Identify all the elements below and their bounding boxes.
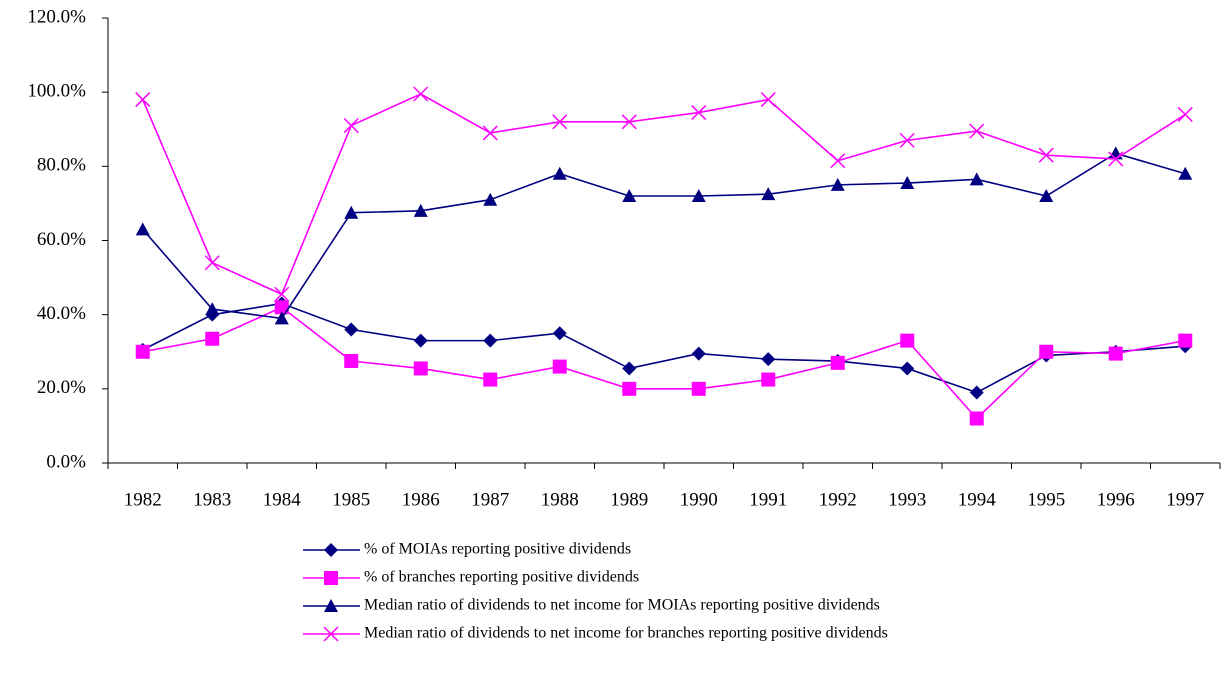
x-tick-label: 1995 <box>1027 489 1065 510</box>
marker <box>274 311 289 325</box>
y-tick-label: 60.0% <box>37 229 86 250</box>
marker <box>324 571 338 585</box>
marker <box>483 333 498 348</box>
x-tick-label: 1993 <box>888 489 926 510</box>
y-tick-label: 0.0% <box>46 451 86 472</box>
marker <box>552 326 567 341</box>
marker <box>1178 166 1193 180</box>
marker <box>1177 106 1193 122</box>
marker <box>761 372 776 387</box>
x-tick-label: 1983 <box>193 489 231 510</box>
marker <box>135 222 150 236</box>
y-tick-label: 100.0% <box>27 81 86 102</box>
x-tick-label: 1982 <box>124 489 162 510</box>
marker <box>830 177 845 191</box>
marker <box>135 92 151 108</box>
marker <box>761 352 776 367</box>
marker <box>969 411 984 426</box>
legend-label: % of MOIAs reporting positive dividends <box>364 541 631 558</box>
marker <box>1108 146 1123 160</box>
marker <box>204 255 220 271</box>
x-tick-label: 1991 <box>749 489 787 510</box>
marker <box>552 359 567 374</box>
series-line <box>142 302 1186 394</box>
series-line <box>142 306 1186 420</box>
marker <box>552 166 567 180</box>
y-tick-label: 80.0% <box>37 155 86 176</box>
marker <box>830 153 846 169</box>
marker <box>969 385 984 400</box>
marker <box>969 172 984 186</box>
marker <box>205 331 220 346</box>
marker <box>274 300 289 315</box>
marker <box>621 114 637 130</box>
x-tick-label: 1990 <box>680 489 718 510</box>
marker <box>344 205 359 219</box>
marker <box>552 114 568 130</box>
x-tick-label: 1996 <box>1097 489 1135 510</box>
marker <box>622 361 637 376</box>
x-tick-label: 1989 <box>610 489 648 510</box>
marker <box>135 344 150 359</box>
marker <box>413 361 428 376</box>
legend-label: % of branches reporting positive dividen… <box>364 569 639 586</box>
marker <box>1039 189 1054 202</box>
series-line <box>142 93 1186 296</box>
marker <box>830 355 845 370</box>
x-tick-label: 1986 <box>402 489 440 510</box>
marker <box>691 189 706 202</box>
marker <box>760 92 776 108</box>
marker <box>1038 147 1054 163</box>
x-tick-label: 1997 <box>1166 489 1204 510</box>
y-tick-label: 20.0% <box>37 377 86 398</box>
marker <box>900 361 915 376</box>
marker <box>622 381 637 396</box>
marker <box>969 123 985 139</box>
marker <box>761 187 776 201</box>
marker <box>1108 346 1123 361</box>
marker <box>482 125 498 141</box>
marker <box>899 132 915 148</box>
marker <box>324 599 338 612</box>
legend-label: Median ratio of dividends to net income … <box>364 625 888 642</box>
marker <box>900 176 915 190</box>
marker <box>1039 344 1054 359</box>
marker <box>691 105 707 121</box>
marker <box>343 118 359 134</box>
marker <box>413 203 428 217</box>
x-tick-label: 1994 <box>958 489 997 510</box>
marker <box>483 192 498 206</box>
y-tick-label: 40.0% <box>37 303 86 324</box>
x-tick-label: 1992 <box>819 489 857 510</box>
marker <box>1108 151 1124 167</box>
x-tick-label: 1985 <box>332 489 370 510</box>
marker <box>413 86 429 102</box>
marker <box>344 322 359 337</box>
marker <box>344 354 359 369</box>
marker <box>900 333 915 348</box>
marker <box>274 286 290 302</box>
series-line <box>142 152 1186 320</box>
marker <box>205 302 220 316</box>
marker <box>691 381 706 396</box>
marker <box>1178 333 1193 348</box>
x-tick-label: 1984 <box>263 489 302 510</box>
marker <box>622 189 637 202</box>
x-tick-label: 1988 <box>541 489 579 510</box>
marker <box>413 333 428 348</box>
marker <box>323 626 339 642</box>
y-tick-label: 120.0% <box>27 6 86 27</box>
marker <box>483 372 498 387</box>
x-tick-label: 1987 <box>471 489 509 510</box>
marker <box>324 543 338 557</box>
legend-label: Median ratio of dividends to net income … <box>364 597 880 614</box>
marker <box>691 346 706 361</box>
